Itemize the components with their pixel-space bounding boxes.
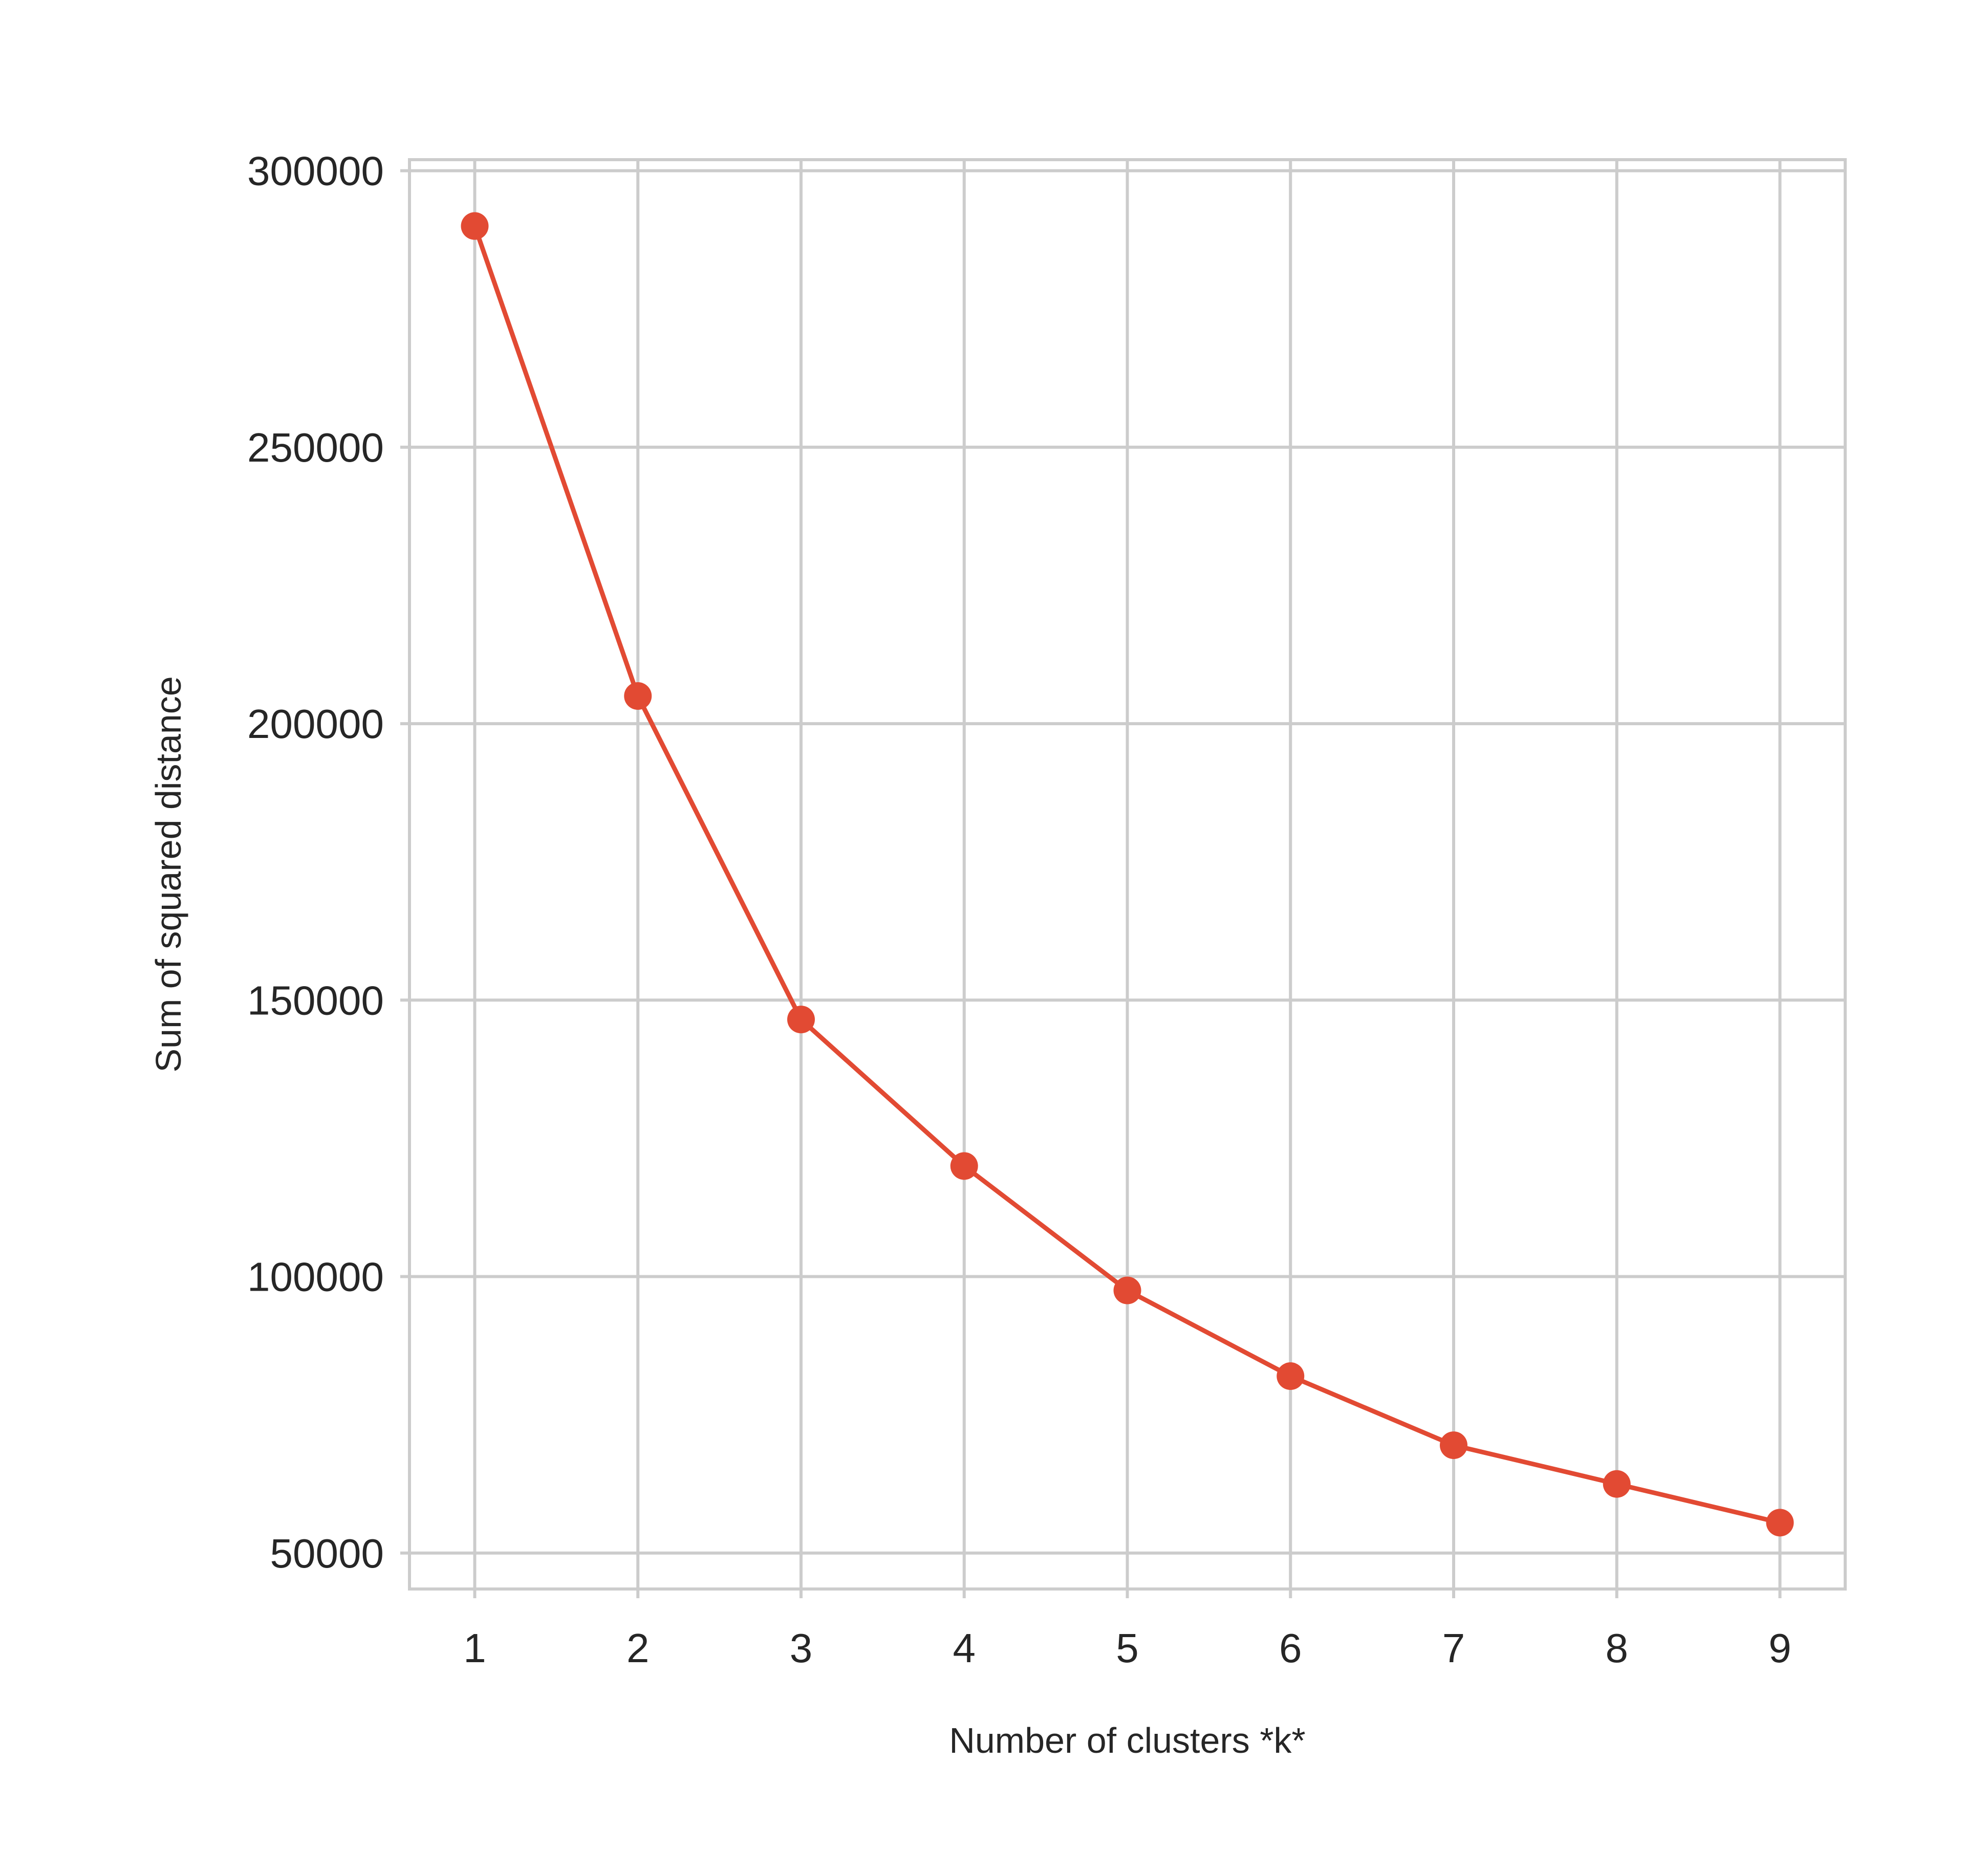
y-axis-label: Sum of squared distance bbox=[148, 676, 188, 1072]
x-tick-label: 9 bbox=[1768, 1625, 1791, 1671]
y-tick-label: 200000 bbox=[247, 701, 384, 747]
x-tick-label: 5 bbox=[1116, 1625, 1139, 1671]
data-point bbox=[1603, 1470, 1631, 1498]
data-point bbox=[787, 1006, 815, 1034]
data-point bbox=[461, 212, 489, 240]
data-point bbox=[1440, 1431, 1467, 1460]
y-tick-label: 300000 bbox=[247, 148, 384, 194]
data-point bbox=[950, 1152, 978, 1180]
data-point bbox=[1277, 1362, 1305, 1390]
x-tick-label: 2 bbox=[626, 1625, 650, 1671]
x-tick-label: 4 bbox=[953, 1625, 976, 1671]
y-tick-label: 50000 bbox=[270, 1531, 384, 1576]
data-point bbox=[1113, 1276, 1141, 1304]
series-layer bbox=[461, 212, 1794, 1537]
data-point bbox=[1766, 1509, 1794, 1537]
y-tick-label: 250000 bbox=[247, 425, 384, 470]
x-tick-label: 8 bbox=[1606, 1625, 1629, 1671]
x-axis-label: Number of clusters *k* bbox=[949, 1721, 1305, 1760]
y-tick-label: 150000 bbox=[247, 977, 384, 1023]
x-tick-label: 1 bbox=[463, 1625, 486, 1671]
plot-frame bbox=[408, 158, 1847, 1591]
x-tick-labels: 1 2 3 4 5 6 7 8 9 bbox=[463, 1625, 1791, 1671]
data-point bbox=[624, 682, 652, 710]
x-tick-label: 7 bbox=[1442, 1625, 1465, 1671]
x-tick-label: 6 bbox=[1279, 1625, 1302, 1671]
x-tick-label: 3 bbox=[790, 1625, 813, 1671]
y-tick-labels: 50000 100000 150000 200000 250000 300000 bbox=[247, 148, 384, 1576]
grid-lines bbox=[400, 160, 1845, 1598]
y-tick-label: 100000 bbox=[247, 1254, 384, 1300]
